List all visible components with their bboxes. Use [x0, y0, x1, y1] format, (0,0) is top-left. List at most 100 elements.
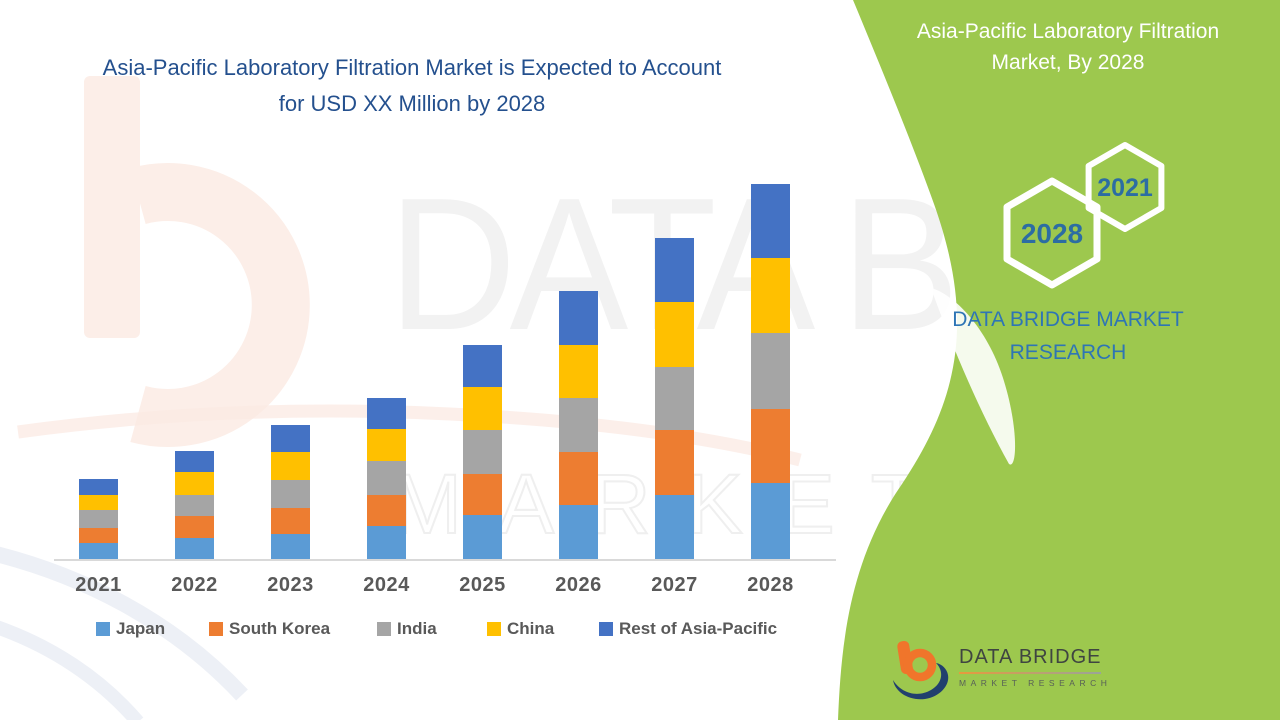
hexagon-2021-label: 2021 [1097, 174, 1153, 202]
footer-logo-names: DATA BRIDGE MARKET RESEARCH [959, 646, 1111, 706]
stacked-bar-2026 [559, 291, 598, 560]
bar-segment-2025-rest-of-asia-pacific [463, 345, 502, 387]
legend-swatch-india [377, 622, 391, 636]
x-axis-line [54, 559, 836, 561]
stacked-bar-2025 [463, 345, 502, 560]
bar-segment-2022-china [175, 472, 214, 495]
bar-segment-2028-japan [751, 483, 790, 560]
bar-segment-2028-china [751, 258, 790, 333]
legend-item-japan: Japan [96, 619, 165, 639]
bar-segment-2027-japan [655, 495, 694, 560]
bar-segment-2023-rest-of-asia-pacific [271, 425, 310, 452]
bar-segment-2023-japan [271, 534, 310, 560]
bar-segment-2025-india [463, 430, 502, 474]
stacked-bar-2027 [655, 238, 694, 560]
bar-segment-2024-india [367, 461, 406, 495]
hexagon-2028 [1003, 177, 1101, 289]
bar-segment-2028-south-korea [751, 409, 790, 483]
bar-segment-2021-china [79, 495, 118, 510]
stacked-bar-2021 [79, 479, 118, 560]
legend-item-india: India [377, 619, 437, 639]
bar-segment-2026-south-korea [559, 452, 598, 505]
bar-segment-2022-india [175, 495, 214, 516]
bar-segment-2021-japan [79, 543, 118, 560]
bar-segment-2027-rest-of-asia-pacific [655, 238, 694, 302]
bar-segment-2026-india [559, 398, 598, 452]
bar-segment-2028-india [751, 333, 790, 409]
x-axis-label-2025: 2025 [459, 574, 506, 596]
x-axis-label-2023: 2023 [267, 574, 314, 596]
chart-title-line2: for USD XX Million by 2028 [278, 91, 546, 116]
legend-swatch-china [487, 622, 501, 636]
bar-segment-2027-china [655, 302, 694, 367]
bar-segment-2028-rest-of-asia-pacific [751, 184, 790, 258]
hexagon-2028-label: 2028 [1021, 218, 1083, 249]
bar-segment-2025-japan [463, 515, 502, 560]
x-axis-label-2022: 2022 [171, 574, 218, 596]
legend-swatch-rest-of-asia-pacific [599, 622, 613, 636]
x-axis-label-2028: 2028 [747, 574, 794, 596]
legend-item-rest-of-asia-pacific: Rest of Asia-Pacific [599, 619, 777, 639]
side-panel-heading: Asia-Pacific Laboratory Filtration Marke… [872, 16, 1264, 78]
bar-segment-2024-china [367, 429, 406, 461]
bar-segment-2027-south-korea [655, 430, 694, 495]
logo-b-bowl [903, 648, 937, 682]
bar-segment-2026-japan [559, 505, 598, 560]
bar-segment-2022-south-korea [175, 516, 214, 538]
legend-label-japan: Japan [116, 619, 166, 638]
bar-segment-2023-china [271, 452, 310, 480]
x-axis-label-2026: 2026 [555, 574, 602, 596]
side-panel-heading-line2: Market, By 2028 [991, 51, 1145, 74]
bar-segment-2024-japan [367, 526, 406, 560]
bar-segment-2023-south-korea [271, 508, 310, 534]
watermark-swoosh [17, 404, 802, 467]
footer-logo-subname: MARKET RESEARCH [959, 678, 1112, 688]
bar-segment-2025-china [463, 387, 502, 430]
bar-segment-2027-india [655, 367, 694, 430]
legend-swatch-south-korea [209, 622, 223, 636]
bar-segment-2026-china [559, 345, 598, 398]
legend-label-south-korea: South Korea [229, 619, 331, 638]
side-panel-brand: DATA BRIDGE MARKET RESEARCH [872, 303, 1264, 369]
bar-segment-2026-rest-of-asia-pacific [559, 291, 598, 345]
bar-segment-2023-india [271, 480, 310, 508]
logo-d-swoosh [893, 663, 949, 700]
footer-logo: DATA BRIDGE MARKET RESEARCH [893, 634, 1111, 706]
stacked-bar-2024 [367, 398, 406, 560]
watermark-b-stem [84, 76, 140, 338]
side-panel-brand-line2: RESEARCH [1009, 341, 1127, 364]
bar-segment-2024-rest-of-asia-pacific [367, 398, 406, 429]
stacked-bar-2022 [175, 451, 214, 560]
side-panel-heading-line1: Asia-Pacific Laboratory Filtration [916, 20, 1220, 43]
legend-label-rest-of-asia-pacific: Rest of Asia-Pacific [619, 619, 778, 638]
legend-item-china: China [487, 619, 554, 639]
bar-segment-2024-south-korea [367, 495, 406, 526]
side-panel-brand-line1: DATA BRIDGE MARKET [952, 308, 1184, 331]
x-axis-label-2021: 2021 [75, 574, 122, 596]
green-panel-shape [838, 0, 1280, 720]
bar-segment-2022-rest-of-asia-pacific [175, 451, 214, 472]
year-hexagons: 2021 2028 [1003, 142, 1165, 289]
chart-title: Asia-Pacific Laboratory Filtration Marke… [56, 50, 768, 122]
stacked-bar-2028 [751, 184, 790, 560]
legend-swatch-japan [96, 622, 110, 636]
bar-segment-2022-japan [175, 538, 214, 560]
footer-logo-mark [893, 640, 949, 700]
legend-label-china: China [507, 619, 555, 638]
bar-segment-2021-rest-of-asia-pacific [79, 479, 118, 495]
watermark-arc-inner [0, 620, 144, 720]
bar-segment-2021-india [79, 510, 118, 528]
legend-item-south-korea: South Korea [209, 619, 330, 639]
x-axis-label-2027: 2027 [651, 574, 698, 596]
green-panel-white-sliver [931, 288, 1016, 465]
hexagon-2021 [1085, 142, 1165, 232]
x-axis-label-2024: 2024 [363, 574, 410, 596]
footer-logo-name: DATA BRIDGE [959, 646, 1102, 668]
stacked-bar-2023 [271, 425, 310, 560]
bar-segment-2025-south-korea [463, 474, 502, 515]
legend-label-india: India [397, 619, 437, 638]
footer-logo-rule [959, 672, 1101, 674]
